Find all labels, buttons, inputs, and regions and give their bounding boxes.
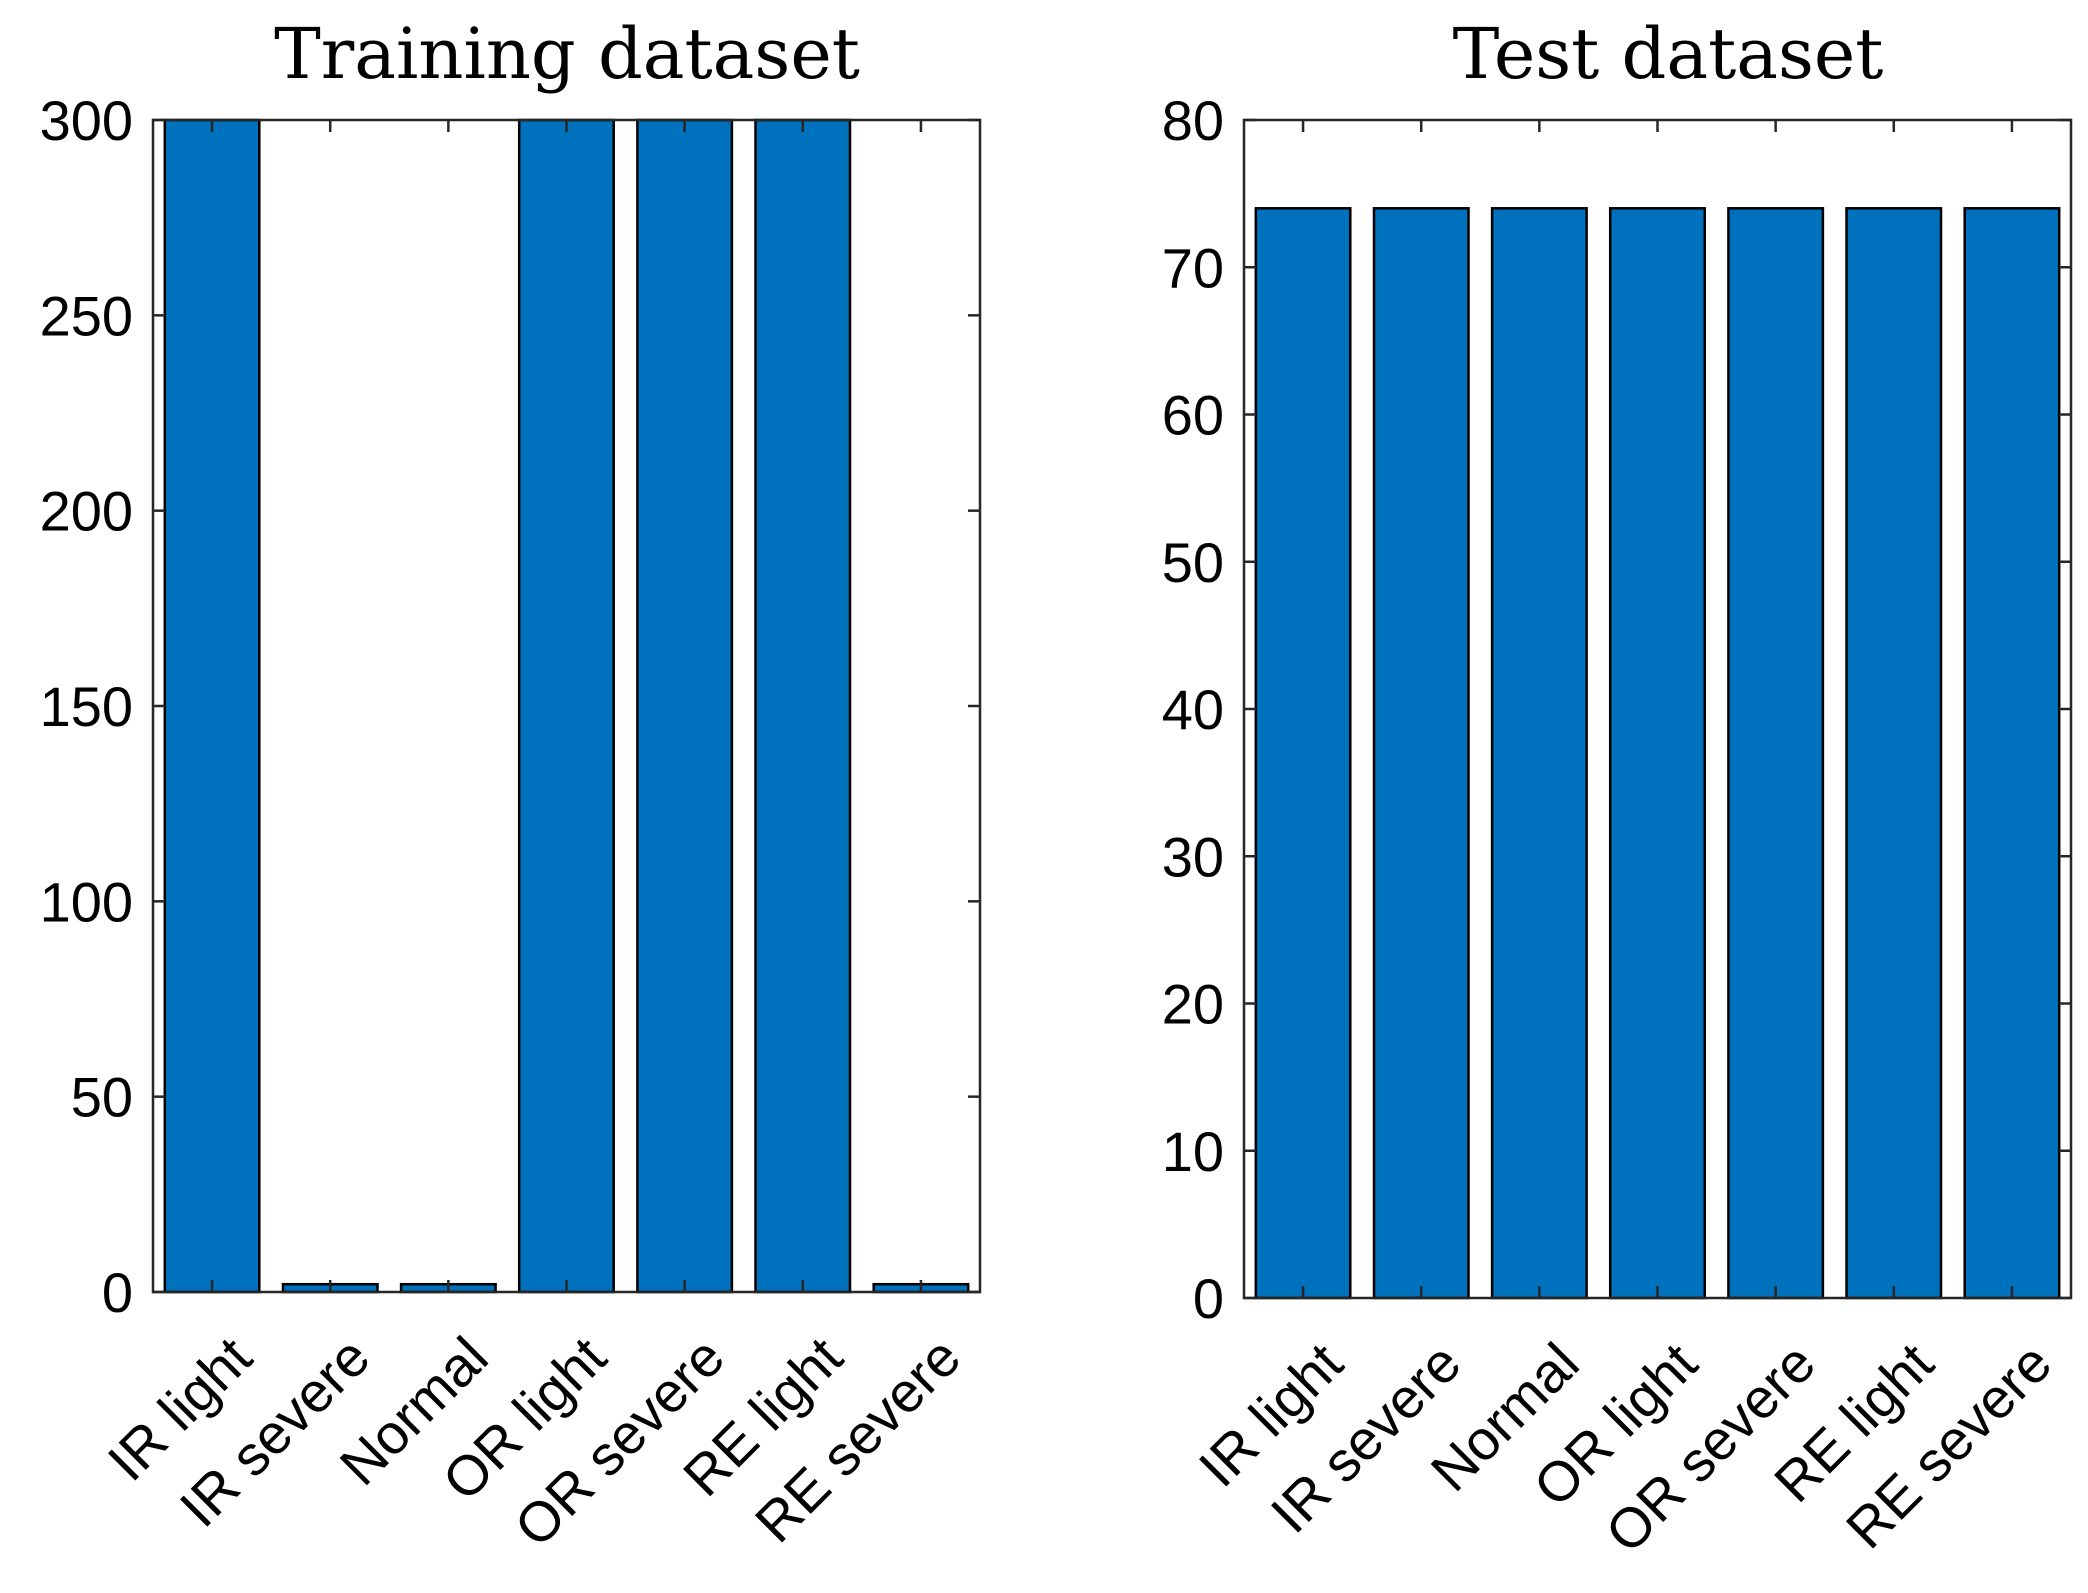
training-y-tick-label: 150	[40, 675, 133, 738]
training-y-tick-label: 200	[40, 480, 133, 543]
test-bar	[1372, 207, 1470, 1300]
training-bar	[636, 118, 734, 1294]
training-bars	[163, 118, 970, 1294]
test-y-tick-label: 30	[1162, 825, 1224, 888]
test-ticks	[1244, 118, 2071, 1300]
training-y-tick-label: 250	[40, 284, 133, 347]
training-bar	[754, 118, 852, 1294]
test-bar	[1254, 207, 1352, 1300]
test-y-tick-label: 0	[1193, 1267, 1224, 1330]
test-y-tick-label: 60	[1162, 384, 1224, 447]
test-y-tick-label: 70	[1162, 236, 1224, 299]
test-bars	[1254, 207, 2061, 1300]
training-bar	[517, 118, 615, 1294]
training-y-tick-label: 100	[40, 870, 133, 933]
training-ticks	[153, 118, 980, 1294]
test-y-tick-label: 20	[1162, 973, 1224, 1036]
training-chart: Training dataset 0 50 100 150 200 250 300 IR l…	[40, 13, 982, 1559]
test-y-tick-label: 40	[1162, 678, 1224, 741]
test-bar	[1963, 207, 2061, 1300]
test-bar	[1727, 207, 1825, 1300]
training-y-tick-labels: 0 50 100 150 200 250 300	[40, 89, 133, 1324]
test-bar	[1845, 207, 1943, 1300]
training-chart-title: Training dataset	[274, 13, 860, 95]
test-chart: Test dataset 0 10 20 30 40 50 60 70 80 IR lightI…	[1162, 13, 2073, 1565]
test-y-tick-label: 10	[1162, 1120, 1224, 1183]
training-bar	[163, 118, 261, 1294]
test-chart-title: Test dataset	[1453, 13, 1884, 95]
training-y-tick-label: 0	[102, 1261, 133, 1324]
training-y-tick-label: 300	[40, 89, 133, 152]
test-y-tick-label: 80	[1162, 89, 1224, 152]
training-y-tick-label: 50	[71, 1066, 133, 1129]
test-y-tick-label: 50	[1162, 531, 1224, 594]
test-y-tick-labels: 0 10 20 30 40 50 60 70 80	[1162, 89, 1224, 1330]
test-bar	[1608, 207, 1706, 1300]
test-bar	[1490, 207, 1588, 1300]
